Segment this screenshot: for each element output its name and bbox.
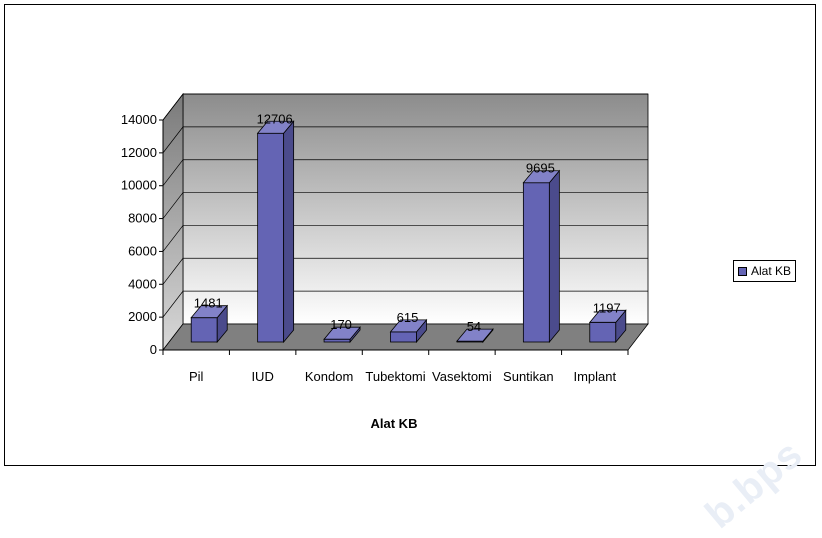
y-tick-label: 6000	[128, 243, 157, 258]
y-tick-label: 14000	[121, 112, 157, 127]
gridline	[162, 126, 648, 154]
bar-front	[589, 321, 617, 343]
bar-top	[389, 319, 428, 333]
bar-top	[456, 328, 494, 342]
side-wall	[162, 92, 184, 352]
legend-label: Alat KB	[751, 264, 792, 278]
data-label: 54	[467, 319, 481, 334]
data-label: 9695	[526, 161, 555, 176]
bar-side	[548, 169, 560, 344]
y-tick-label: 10000	[121, 178, 157, 193]
bar-top	[323, 326, 361, 340]
back-wall	[182, 93, 649, 325]
bar-front	[323, 338, 351, 343]
gridline	[162, 225, 648, 252]
bar-front	[257, 132, 285, 343]
data-label: 1481	[194, 296, 223, 311]
x-tick-label: Tubektomi	[365, 369, 425, 384]
x-tick-label: Implant	[573, 369, 616, 384]
data-label: 170	[330, 317, 352, 332]
gridline	[162, 257, 648, 285]
x-tick-label: Vasektomi	[432, 369, 492, 384]
bar-top	[256, 120, 295, 134]
bar-top	[522, 170, 561, 184]
data-label: 615	[397, 310, 419, 325]
y-tick-label: 4000	[128, 276, 157, 291]
bar-top	[190, 305, 229, 319]
y-tick-label: 8000	[128, 211, 157, 226]
gridline	[162, 159, 648, 186]
bar-front	[390, 331, 417, 343]
bar-chart: 0 2000 4000 6000 8000 10000 12000 14000 Pil IUD K…	[121, 92, 649, 431]
data-label: 1197	[593, 300, 621, 315]
legend: Alat KB	[733, 260, 797, 282]
data-label: 12706	[257, 111, 293, 126]
bar-top	[588, 309, 627, 323]
bar-front	[190, 317, 218, 343]
y-tick-label: 2000	[128, 309, 157, 324]
y-tick-label: 12000	[121, 145, 157, 160]
y-tick-label: 0	[150, 342, 157, 357]
gridline	[162, 290, 648, 318]
gridline	[162, 93, 648, 121]
legend-swatch	[738, 266, 747, 276]
x-tick-label: IUD	[251, 369, 273, 384]
x-tick-label: Kondom	[305, 369, 353, 384]
bar-side	[283, 120, 295, 344]
x-axis-title: Alat KB	[371, 416, 418, 431]
gridline	[162, 192, 648, 219]
bar-front	[522, 182, 550, 343]
x-tick-label: Pil	[189, 369, 204, 384]
x-tick-label: Suntikan	[503, 369, 554, 384]
